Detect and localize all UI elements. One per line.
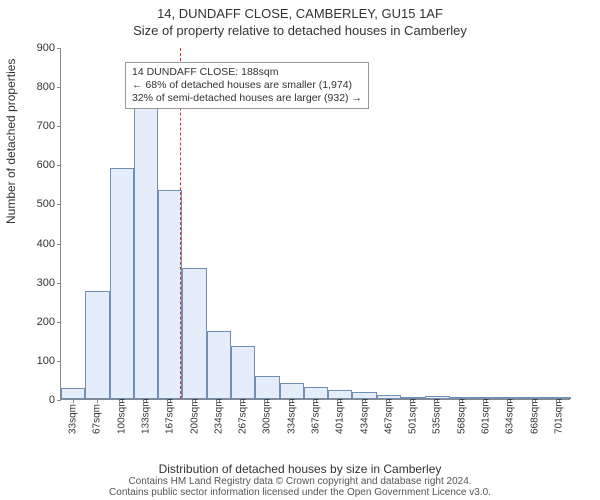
x-tick-label: 267sqm bbox=[238, 398, 249, 434]
y-tick-mark bbox=[57, 400, 61, 401]
x-tick-label: 100sqm bbox=[116, 398, 127, 434]
y-tick-mark bbox=[57, 322, 61, 323]
footnote: Contains HM Land Registry data © Crown c… bbox=[0, 476, 600, 498]
y-tick-label: 500 bbox=[25, 198, 55, 210]
x-tick-label: 535sqm bbox=[432, 398, 443, 434]
y-tick-label: 600 bbox=[25, 159, 55, 171]
histogram-bar bbox=[255, 376, 279, 399]
y-tick-mark bbox=[57, 283, 61, 284]
histogram-bar bbox=[304, 387, 328, 399]
y-tick-label: 800 bbox=[25, 81, 55, 93]
y-tick-mark bbox=[57, 361, 61, 362]
x-tick-label: 467sqm bbox=[383, 398, 394, 434]
histogram-bar bbox=[231, 346, 255, 399]
x-tick-label: 501sqm bbox=[408, 398, 419, 434]
y-tick-label: 200 bbox=[25, 316, 55, 328]
y-tick-label: 700 bbox=[25, 120, 55, 132]
chart-subtitle: Size of property relative to detached ho… bbox=[0, 21, 600, 40]
y-tick-mark bbox=[57, 204, 61, 205]
y-tick-mark bbox=[57, 48, 61, 49]
x-tick-label: 300sqm bbox=[262, 398, 273, 434]
annotation-line-2: ← 68% of detached houses are smaller (1,… bbox=[132, 79, 362, 92]
x-tick-label: 67sqm bbox=[92, 404, 103, 434]
histogram-bar bbox=[207, 331, 231, 399]
x-tick-label: 334sqm bbox=[286, 398, 297, 434]
annotation-line-1: 14 DUNDAFF CLOSE: 188sqm bbox=[132, 66, 362, 79]
y-tick-label: 300 bbox=[25, 277, 55, 289]
x-tick-label: 167sqm bbox=[165, 398, 176, 434]
annotation-box: 14 DUNDAFF CLOSE: 188sqm ← 68% of detach… bbox=[125, 62, 369, 109]
y-tick-label: 900 bbox=[25, 42, 55, 54]
y-tick-label: 100 bbox=[25, 355, 55, 367]
plot-area: 010020030040050060070080090033sqm67sqm10… bbox=[60, 48, 570, 400]
x-axis-label: Distribution of detached houses by size … bbox=[0, 462, 600, 476]
chart-title-address: 14, DUNDAFF CLOSE, CAMBERLEY, GU15 1AF bbox=[0, 0, 600, 21]
histogram-bar bbox=[182, 268, 206, 399]
x-tick-label: 634sqm bbox=[505, 398, 516, 434]
y-axis-label: Number of detached properties bbox=[4, 59, 18, 224]
y-tick-mark bbox=[57, 87, 61, 88]
x-tick-label: 701sqm bbox=[553, 398, 564, 434]
footnote-line-1: Contains HM Land Registry data © Crown c… bbox=[0, 476, 600, 487]
histogram-bar bbox=[85, 291, 109, 399]
x-tick-label: 133sqm bbox=[141, 398, 152, 434]
x-tick-label: 568sqm bbox=[456, 398, 467, 434]
y-tick-label: 0 bbox=[25, 394, 55, 406]
y-tick-mark bbox=[57, 244, 61, 245]
x-tick-mark bbox=[73, 399, 74, 403]
histogram-bar bbox=[110, 168, 134, 399]
histogram-bar bbox=[280, 383, 304, 399]
histogram-bar bbox=[134, 98, 158, 399]
y-tick-mark bbox=[57, 165, 61, 166]
histogram-bar bbox=[158, 190, 182, 399]
histogram-bar bbox=[61, 388, 85, 399]
y-tick-mark bbox=[57, 126, 61, 127]
x-tick-label: 601sqm bbox=[481, 398, 492, 434]
annotation-line-3: 32% of semi-detached houses are larger (… bbox=[132, 92, 362, 105]
x-tick-mark bbox=[97, 399, 98, 403]
x-tick-label: 367sqm bbox=[311, 398, 322, 434]
y-tick-label: 400 bbox=[25, 238, 55, 250]
x-tick-label: 234sqm bbox=[213, 398, 224, 434]
x-tick-label: 668sqm bbox=[529, 398, 540, 434]
x-tick-label: 401sqm bbox=[335, 398, 346, 434]
footnote-line-2: Contains public sector information licen… bbox=[0, 487, 600, 498]
x-tick-label: 200sqm bbox=[189, 398, 200, 434]
x-tick-label: 434sqm bbox=[359, 398, 370, 434]
x-tick-label: 33sqm bbox=[68, 404, 79, 434]
histogram-chart: 14, DUNDAFF CLOSE, CAMBERLEY, GU15 1AF S… bbox=[0, 0, 600, 500]
